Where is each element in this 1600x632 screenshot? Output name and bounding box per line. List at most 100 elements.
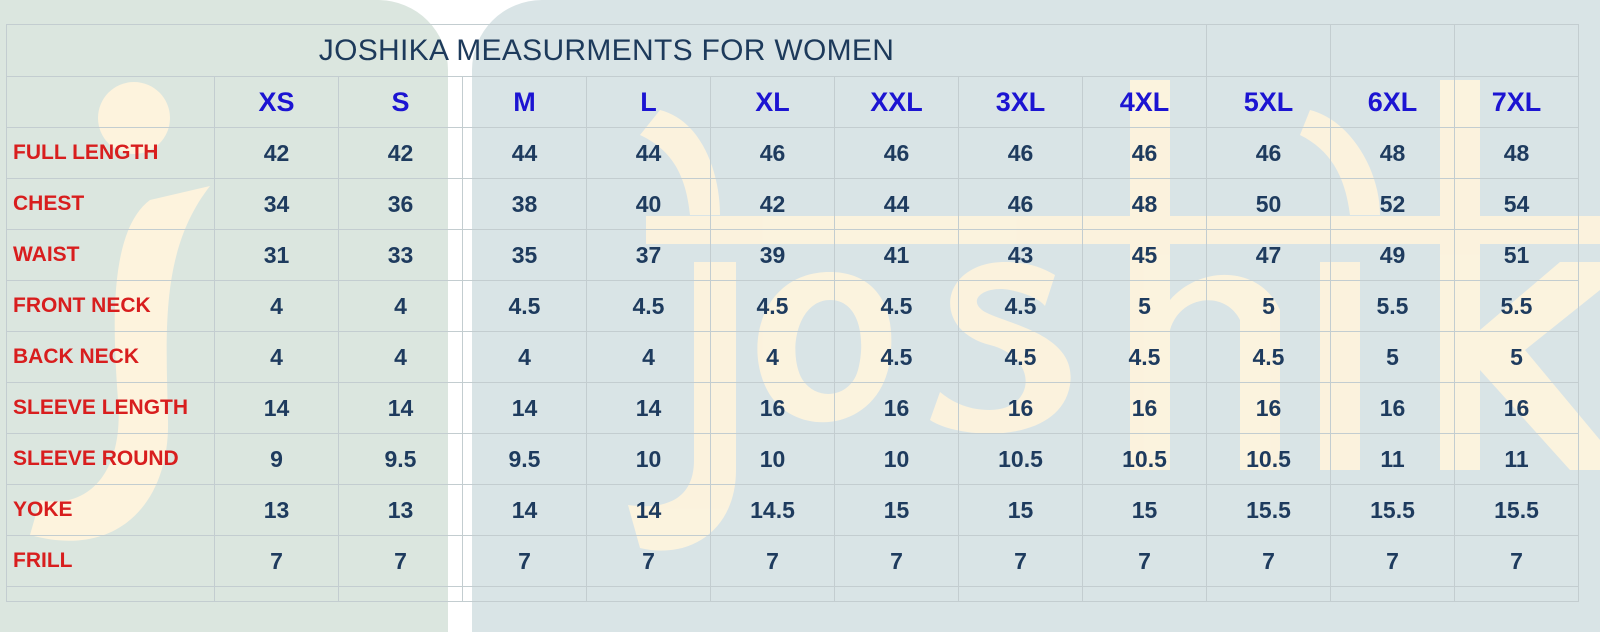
size-header-row: XS S M L XL XXL 3XL 4XL 5XL 6XL 7XL bbox=[6, 76, 1579, 128]
measurement-cell: 46 bbox=[710, 127, 835, 179]
size-header-m: M bbox=[462, 76, 587, 128]
empty-cell bbox=[834, 586, 959, 602]
table-row: SLEEVE ROUND 9 9.5 9.5 10 10 10 10.5 10.5 10.5 11 1… bbox=[6, 433, 1579, 485]
measurement-cell: 7 bbox=[586, 535, 711, 587]
measurement-cell: 46 bbox=[834, 127, 959, 179]
empty-cell bbox=[586, 586, 711, 602]
measurement-cell: 7 bbox=[1082, 535, 1207, 587]
measurement-cell: 41 bbox=[834, 229, 959, 281]
measurement-cell: 48 bbox=[1454, 127, 1579, 179]
measurement-cell: 7 bbox=[958, 535, 1083, 587]
table-row: FRILL 7 7 7 7 7 7 7 7 7 7 7 bbox=[6, 535, 1579, 587]
measurement-cell: 4.5 bbox=[1206, 331, 1331, 383]
measurement-cell: 49 bbox=[1330, 229, 1455, 281]
empty-cell bbox=[6, 586, 215, 602]
empty-cell bbox=[1206, 586, 1331, 602]
measurement-cell: 15 bbox=[834, 484, 959, 536]
table-row: BACK NECK 4 4 4 4 4 4.5 4.5 4.5 4.5 5 5 bbox=[6, 331, 1579, 383]
measurement-cell: 4 bbox=[338, 280, 463, 332]
measurement-cell: 52 bbox=[1330, 178, 1455, 230]
size-header-4xl: 4XL bbox=[1082, 76, 1207, 128]
measurement-cell: 46 bbox=[958, 127, 1083, 179]
measurement-cell: 44 bbox=[834, 178, 959, 230]
measurement-cell: 5 bbox=[1082, 280, 1207, 332]
empty-cell bbox=[958, 586, 1083, 602]
table-row: SLEEVE LENGTH 14 14 14 14 16 16 16 16 16 16 16 bbox=[6, 382, 1579, 434]
measurement-cell: 51 bbox=[1454, 229, 1579, 281]
title-row: JOSHIKA MEASURMENTS FOR WOMEN bbox=[6, 24, 1579, 77]
measurement-cell: 7 bbox=[710, 535, 835, 587]
measurement-cell: 10 bbox=[710, 433, 835, 485]
measurement-cell: 47 bbox=[1206, 229, 1331, 281]
measurement-cell: 14 bbox=[462, 484, 587, 536]
corner-cell bbox=[6, 76, 215, 128]
table-row: WAIST 31 33 35 37 39 41 43 45 47 49 51 bbox=[6, 229, 1579, 281]
empty-cell bbox=[214, 586, 339, 602]
measurement-cell: 44 bbox=[586, 127, 711, 179]
measurement-cell: 4.5 bbox=[586, 280, 711, 332]
row-label: YOKE bbox=[6, 484, 215, 536]
measurement-cell: 50 bbox=[1206, 178, 1331, 230]
row-label: BACK NECK bbox=[6, 331, 215, 383]
measurement-cell: 14.5 bbox=[710, 484, 835, 536]
empty-cell bbox=[1454, 586, 1579, 602]
measurement-cell: 4 bbox=[710, 331, 835, 383]
row-label: SLEEVE ROUND bbox=[6, 433, 215, 485]
measurement-cell: 9.5 bbox=[338, 433, 463, 485]
measurement-cell: 40 bbox=[586, 178, 711, 230]
measurement-cell: 10 bbox=[586, 433, 711, 485]
page-title: JOSHIKA MEASURMENTS FOR WOMEN bbox=[6, 24, 1207, 77]
empty-cell bbox=[710, 586, 835, 602]
measurement-cell: 42 bbox=[338, 127, 463, 179]
size-header-s: S bbox=[338, 76, 463, 128]
table-bottom-row bbox=[6, 586, 1579, 602]
size-header-6xl: 6XL bbox=[1330, 76, 1455, 128]
measurement-cell: 15 bbox=[1082, 484, 1207, 536]
measurement-cell: 11 bbox=[1454, 433, 1579, 485]
measurement-cell: 16 bbox=[1206, 382, 1331, 434]
row-label: SLEEVE LENGTH bbox=[6, 382, 215, 434]
measurement-cell: 33 bbox=[338, 229, 463, 281]
measurement-cell: 4.5 bbox=[834, 331, 959, 383]
measurement-cell: 46 bbox=[1206, 127, 1331, 179]
measurement-cell: 16 bbox=[958, 382, 1083, 434]
measurement-cell: 14 bbox=[586, 484, 711, 536]
size-header-xl: XL bbox=[710, 76, 835, 128]
measurement-cell: 15.5 bbox=[1330, 484, 1455, 536]
measurement-cell: 43 bbox=[958, 229, 1083, 281]
measurement-cell: 10.5 bbox=[958, 433, 1083, 485]
measurement-cell: 15.5 bbox=[1454, 484, 1579, 536]
measurement-cell: 7 bbox=[834, 535, 959, 587]
measurement-cell: 9 bbox=[214, 433, 339, 485]
size-header-3xl: 3XL bbox=[958, 76, 1083, 128]
measurement-cell: 5.5 bbox=[1330, 280, 1455, 332]
measurement-cell: 16 bbox=[834, 382, 959, 434]
measurement-cell: 7 bbox=[1454, 535, 1579, 587]
size-header-l: L bbox=[586, 76, 711, 128]
measurement-cell: 42 bbox=[710, 178, 835, 230]
measurement-cell: 14 bbox=[586, 382, 711, 434]
measurement-cell: 48 bbox=[1082, 178, 1207, 230]
measurement-cell: 38 bbox=[462, 178, 587, 230]
measurement-cell: 14 bbox=[462, 382, 587, 434]
table-row: FRONT NECK 4 4 4.5 4.5 4.5 4.5 4.5 5 5 5.5 5.5 bbox=[6, 280, 1579, 332]
measurement-cell: 13 bbox=[214, 484, 339, 536]
size-header-5xl: 5XL bbox=[1206, 76, 1331, 128]
measurement-cell: 16 bbox=[1330, 382, 1455, 434]
measurement-cell: 36 bbox=[338, 178, 463, 230]
measurement-cell: 14 bbox=[338, 382, 463, 434]
measurement-cell: 7 bbox=[462, 535, 587, 587]
measurement-cell: 4.5 bbox=[1082, 331, 1207, 383]
measurement-cell: 7 bbox=[214, 535, 339, 587]
measurement-cell: 5 bbox=[1330, 331, 1455, 383]
measurement-cell: 4.5 bbox=[958, 331, 1083, 383]
measurement-cell: 4.5 bbox=[958, 280, 1083, 332]
table-row: FULL LENGTH 42 42 44 44 46 46 46 46 46 48 48 bbox=[6, 127, 1579, 179]
measurement-cell: 9.5 bbox=[462, 433, 587, 485]
measurement-cell: 4 bbox=[214, 331, 339, 383]
empty-cell bbox=[462, 586, 587, 602]
empty-cell bbox=[338, 586, 463, 602]
measurement-cell: 45 bbox=[1082, 229, 1207, 281]
table-row: CHEST 34 36 38 40 42 44 46 48 50 52 54 bbox=[6, 178, 1579, 230]
measurement-cell: 37 bbox=[586, 229, 711, 281]
